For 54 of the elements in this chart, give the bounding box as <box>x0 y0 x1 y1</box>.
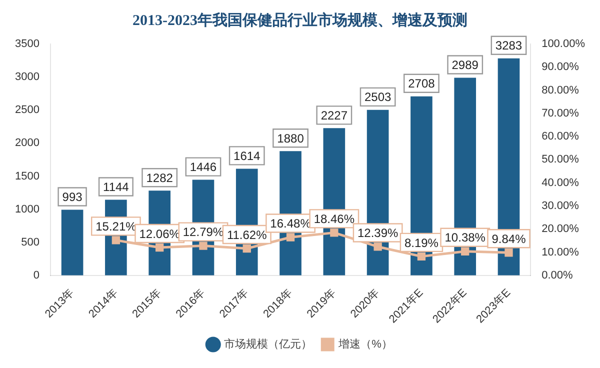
data-label: 12.79% <box>182 225 224 240</box>
data-label: 18.46% <box>314 212 355 226</box>
data-label: 2227 <box>320 108 348 122</box>
y-tick-label: 500 <box>21 236 40 248</box>
data-label: 1446 <box>190 160 217 174</box>
point <box>242 244 251 253</box>
data-label: 11.62% <box>226 228 268 242</box>
legend-label: 增速（%） <box>338 338 392 351</box>
point <box>504 248 513 257</box>
data-label: 2503 <box>364 90 392 104</box>
data-label: 10.38% <box>444 230 486 245</box>
data-label: 1282 <box>146 170 174 185</box>
data-label: 2708 <box>408 76 436 91</box>
point <box>330 228 338 237</box>
point <box>156 243 164 252</box>
y-tick-label: 2000 <box>14 137 40 150</box>
data-label: 1614 <box>234 149 261 163</box>
point <box>112 236 120 244</box>
data-label: 993 <box>62 190 83 204</box>
y-tick-label: 3000 <box>14 71 40 84</box>
y2-tick-label: 30.00% <box>542 200 580 212</box>
y2-tick-label: 10.00% <box>542 246 580 258</box>
data-label: 9.84% <box>492 232 526 246</box>
y-tick-label: 1000 <box>14 203 40 216</box>
point <box>461 247 470 256</box>
y2-tick-label: 20.00% <box>542 223 580 236</box>
y2-tick-label: 70.00% <box>542 107 580 120</box>
data-label: 15.21% <box>96 220 137 234</box>
y2-tick-label: 60.00% <box>542 130 580 143</box>
data-label: 1880 <box>277 131 304 146</box>
y2-tick-label: 90.00% <box>542 61 580 74</box>
y2-tick-label: 80.00% <box>542 84 580 96</box>
legend-label: 市场规模（亿元） <box>224 338 312 351</box>
y-tick-label: 0 <box>33 269 40 282</box>
data-label: 3283 <box>495 38 522 53</box>
data-label: 1144 <box>103 180 130 194</box>
point <box>199 242 208 250</box>
point <box>417 252 426 261</box>
point <box>286 233 295 242</box>
data-label: 12.39% <box>357 226 398 240</box>
data-label: 12.06% <box>139 226 180 241</box>
data-label: 16.48% <box>270 216 312 231</box>
bar <box>61 210 84 276</box>
y-tick-label: 2500 <box>14 104 40 116</box>
y2-tick-label: 50.00% <box>542 154 580 166</box>
y-tick-label: 1500 <box>14 170 40 182</box>
y2-tick-label: 0.00% <box>542 269 573 282</box>
data-label: 2989 <box>452 58 479 72</box>
y2-tick-label: 40.00% <box>542 176 580 189</box>
y2-tick-label: 100.00% <box>542 38 586 50</box>
y-tick-label: 3500 <box>14 38 40 50</box>
point <box>374 242 382 251</box>
data-label: 8.19% <box>404 236 439 250</box>
chart-title: 2013-2023年我国保健品行业市场规模、增速及预测 <box>132 10 468 29</box>
